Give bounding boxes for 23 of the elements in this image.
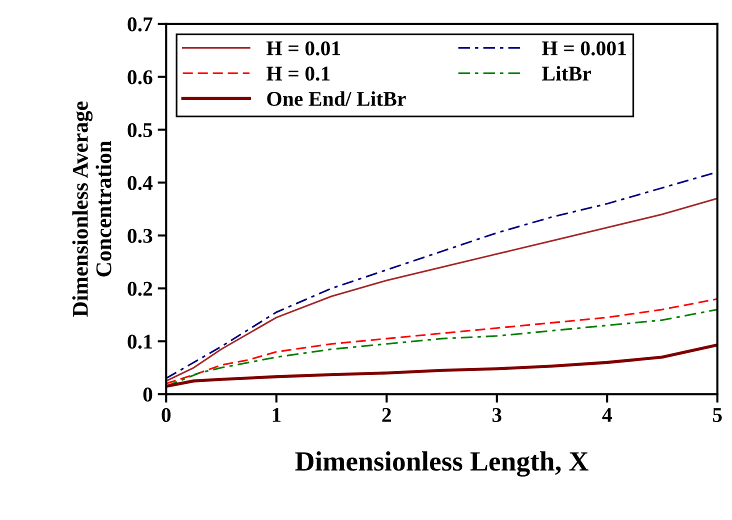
- y-tick-label: 0.5: [128, 123, 152, 138]
- x-tick-label: 1: [272, 408, 281, 422]
- y-tick-label: 0.1: [128, 334, 152, 349]
- y-tick-label: 0.4: [128, 176, 153, 190]
- x-tick-label: 3: [492, 408, 502, 422]
- line-series: [166, 343, 718, 388]
- y-tick-label: 0.7: [128, 17, 152, 32]
- x-tick-label: 5: [712, 408, 722, 422]
- legend-label: H = 0.1: [266, 66, 330, 81]
- x-tick-label: 2: [382, 408, 391, 422]
- y-tick-label: 0: [143, 388, 152, 402]
- y-tick-label: 0.6: [128, 70, 152, 84]
- x-tick-label: 4: [602, 408, 612, 422]
- legend-label: One End/ LitBr: [267, 91, 406, 106]
- y-tick-label: 0.2: [128, 282, 152, 296]
- y-tick-label: 0.3: [128, 228, 152, 244]
- legend-label: H = 0.001: [542, 41, 626, 56]
- legend-label: LitBr: [542, 66, 591, 81]
- x-tick-label: 0: [162, 408, 171, 422]
- y-axis-title: Dimensionless Average Concentration: [72, 101, 112, 317]
- x-axis-title: Dimensionless Length, X: [295, 451, 588, 477]
- legend-label: H = 0.01: [266, 41, 340, 56]
- line-series: [166, 298, 718, 384]
